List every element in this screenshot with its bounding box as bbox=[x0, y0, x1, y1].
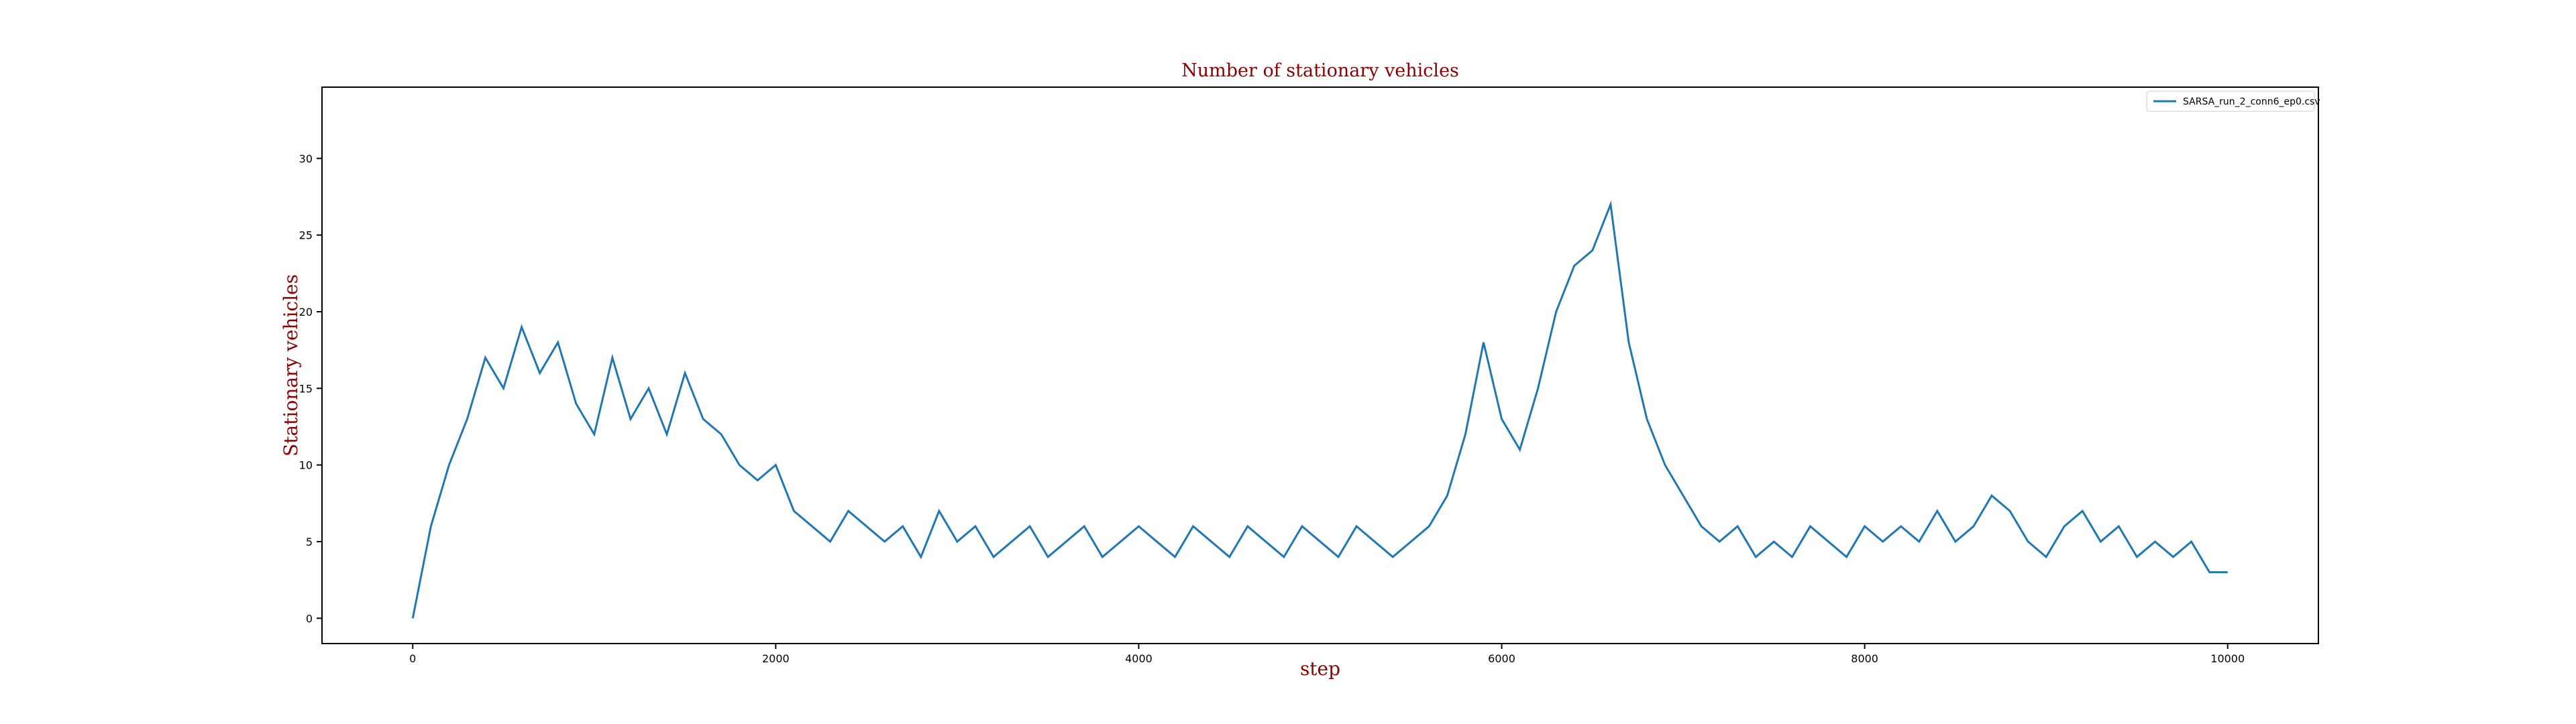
plot-frame bbox=[321, 86, 2319, 644]
x-tick-label: 0 bbox=[409, 652, 416, 665]
y-tick-label: 30 bbox=[299, 152, 313, 165]
y-tick-label: 10 bbox=[299, 459, 313, 472]
y-axis-label: Stationary vehicles bbox=[280, 274, 302, 457]
x-tick-label: 2000 bbox=[762, 652, 790, 665]
x-tick-label: 6000 bbox=[1488, 652, 1515, 665]
y-tick-label: 15 bbox=[299, 382, 313, 395]
y-tick-label: 25 bbox=[299, 229, 313, 242]
legend-box bbox=[2146, 90, 2315, 112]
y-tick-label: 5 bbox=[306, 536, 313, 548]
x-tick-label: 8000 bbox=[1851, 652, 1878, 665]
x-tick-label: 10000 bbox=[2210, 652, 2245, 665]
y-tick-label: 20 bbox=[299, 306, 313, 318]
x-tick-label: 4000 bbox=[1125, 652, 1152, 665]
legend-label: SARSA_run_2_conn6_ep0.csv bbox=[2183, 97, 2320, 107]
data-line bbox=[411, 200, 2228, 619]
x-axis-label: step bbox=[1300, 658, 1340, 680]
y-tick-label: 0 bbox=[306, 612, 313, 625]
chart-title: Number of stationary vehicles bbox=[1181, 60, 1459, 81]
